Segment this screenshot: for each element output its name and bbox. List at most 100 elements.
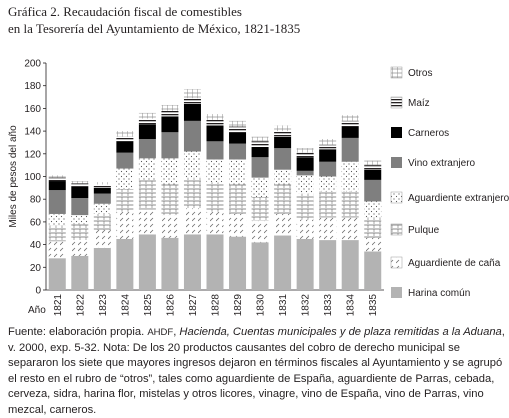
legend-swatch-maíz xyxy=(390,96,403,109)
bar-segment-maíz-1824 xyxy=(116,136,134,142)
bar-segment-maíz-1828 xyxy=(206,119,224,126)
bar-segment-aguardiente-de-caña-1834 xyxy=(341,217,359,241)
legend-label-vino-extranjero: Vino extranjero xyxy=(408,158,476,169)
bar-segment-pulque-1827 xyxy=(183,177,201,209)
y-tick-label: 80 xyxy=(30,195,42,206)
bar-segment-aguardiente-de-caña-1822 xyxy=(71,240,89,256)
chart-title-line-1: Gráfica 2. Recaudación fiscal de comesti… xyxy=(8,4,242,19)
bar-segment-harina-común-1824 xyxy=(116,238,134,290)
legend-swatch-aguardiente-extranjero xyxy=(390,191,403,204)
bar-segment-maíz-1833 xyxy=(319,144,337,150)
bar-segment-aguardiente-de-caña-1829 xyxy=(229,213,247,237)
bar-segment-aguardiente-extranjero-1833 xyxy=(319,176,337,192)
legend-swatch-otros xyxy=(390,66,403,79)
y-tick-label: 140 xyxy=(24,127,41,138)
source-separator: , xyxy=(173,326,180,338)
bar-segment-maíz-1821 xyxy=(48,177,66,182)
bar-segment-maíz-1826 xyxy=(161,110,179,117)
x-tick-label-1821: 1821 xyxy=(53,294,64,317)
bar-segment-pulque-1835 xyxy=(364,217,382,238)
bar-segment-aguardiente-extranjero-1828 xyxy=(206,159,224,183)
bar-segment-carneros-1827 xyxy=(183,103,201,121)
bar-segment-otros-1834 xyxy=(341,115,359,121)
bar-segment-aguardiente-de-caña-1823 xyxy=(93,229,111,249)
source-rest: , v. 2000, exp. 5-32. Nota: De los 20 pr… xyxy=(8,326,505,416)
legend-label-aguardiente-de-caña: Aguardiente de caña xyxy=(408,258,501,269)
bar-segment-aguardiente-de-caña-1827 xyxy=(183,208,201,235)
bar-segment-aguardiente-extranjero-1830 xyxy=(251,177,269,197)
bar-segment-aguardiente-extranjero-1834 xyxy=(341,161,359,192)
bar-segment-pulque-1822 xyxy=(71,224,89,241)
bar-segment-pulque-1834 xyxy=(341,191,359,218)
y-axis-title: Miles de pesos del año xyxy=(8,125,19,228)
bar-segment-harina-común-1830 xyxy=(251,242,269,290)
bar-segment-vino-extranjero-1828 xyxy=(206,141,224,160)
legend-swatch-pulque xyxy=(390,223,403,236)
bar-segment-otros-1832 xyxy=(296,148,314,153)
bar-segment-harina-común-1832 xyxy=(296,238,314,290)
source-prefix: Fuente: elaboración propia. xyxy=(8,326,148,338)
bar-segment-aguardiente-extranjero-1827 xyxy=(183,151,201,178)
bar-segment-carneros-1834 xyxy=(341,126,359,138)
bar-segment-pulque-1830 xyxy=(251,196,269,221)
x-tick-label-1827: 1827 xyxy=(188,294,199,317)
bar-segment-harina-común-1831 xyxy=(274,235,292,290)
bar-segment-carneros-1830 xyxy=(251,146,269,158)
bar-segment-maíz-1825 xyxy=(138,118,156,125)
bar-segment-carneros-1823 xyxy=(93,187,111,194)
x-tick-label-1822: 1822 xyxy=(75,294,86,317)
x-tick-label-1835: 1835 xyxy=(368,294,379,317)
bar-segment-aguardiente-de-caña-1831 xyxy=(274,213,292,236)
legend-label-aguardiente-extranjero: Aguardiente extranjero xyxy=(408,193,509,204)
bar-segment-aguardiente-extranjero-1825 xyxy=(138,158,156,180)
bar-segment-otros-1830 xyxy=(251,136,269,142)
y-tick-label: 40 xyxy=(30,240,42,251)
bar-segment-vino-extranjero-1829 xyxy=(229,143,247,160)
bar-segment-aguardiente-de-caña-1824 xyxy=(116,211,134,239)
bar-segment-pulque-1826 xyxy=(161,184,179,216)
bar-segment-aguardiente-extranjero-1822 xyxy=(71,215,89,225)
bar-segment-harina-común-1835 xyxy=(364,251,382,290)
bar-segment-pulque-1832 xyxy=(296,193,314,220)
x-tick-label-1826: 1826 xyxy=(165,294,176,317)
bar-segment-maíz-1823 xyxy=(93,184,111,188)
bar-segment-carneros-1832 xyxy=(296,157,314,171)
chart-title-line-2: en la Tesorería del Ayuntamiento de Méxi… xyxy=(8,21,301,36)
bar-segment-vino-extranjero-1830 xyxy=(251,157,269,178)
legend-label-pulque: Pulque xyxy=(408,225,440,236)
bar-segment-aguardiente-de-caña-1828 xyxy=(206,211,224,235)
bar-segment-aguardiente-de-caña-1826 xyxy=(161,215,179,238)
legend-swatch-carneros xyxy=(391,127,402,138)
bar-segment-aguardiente-de-caña-1835 xyxy=(364,237,382,252)
bar-segment-harina-común-1829 xyxy=(229,236,247,290)
x-tick-label-1828: 1828 xyxy=(211,294,222,317)
y-tick-label: 180 xyxy=(24,81,41,92)
bar-segment-otros-1835 xyxy=(364,160,382,166)
bar-segment-otros-1823 xyxy=(93,182,111,185)
bar-segment-aguardiente-de-caña-1821 xyxy=(48,241,66,259)
legend-label-harina-común: Harina común xyxy=(408,288,470,299)
bar-segment-pulque-1829 xyxy=(229,184,247,214)
bar-segment-vino-extranjero-1833 xyxy=(319,161,337,177)
bar-segment-otros-1822 xyxy=(71,181,89,184)
bar-segment-carneros-1828 xyxy=(206,125,224,142)
bar-segment-harina-común-1822 xyxy=(71,255,89,290)
y-tick-label: 160 xyxy=(24,104,41,115)
x-tick-label-1825: 1825 xyxy=(143,294,154,317)
bar-segment-maíz-1822 xyxy=(71,183,89,187)
x-tick-label-1830: 1830 xyxy=(256,294,267,317)
bar-segment-carneros-1821 xyxy=(48,181,66,191)
bar-segment-harina-común-1826 xyxy=(161,237,179,290)
x-tick-label-1831: 1831 xyxy=(278,294,289,317)
x-axis-title: Año xyxy=(28,305,46,316)
bar-segment-carneros-1826 xyxy=(161,116,179,133)
bar-segment-aguardiente-extranjero-1823 xyxy=(93,203,111,214)
bar-segment-aguardiente-extranjero-1831 xyxy=(274,169,292,185)
bar-segment-pulque-1831 xyxy=(274,184,292,214)
bar-segment-aguardiente-de-caña-1832 xyxy=(296,219,314,239)
bar-segment-aguardiente-de-caña-1833 xyxy=(319,217,337,241)
bar-segment-vino-extranjero-1826 xyxy=(161,132,179,159)
bar-segment-carneros-1829 xyxy=(229,132,247,144)
bar-segment-carneros-1822 xyxy=(71,186,89,199)
